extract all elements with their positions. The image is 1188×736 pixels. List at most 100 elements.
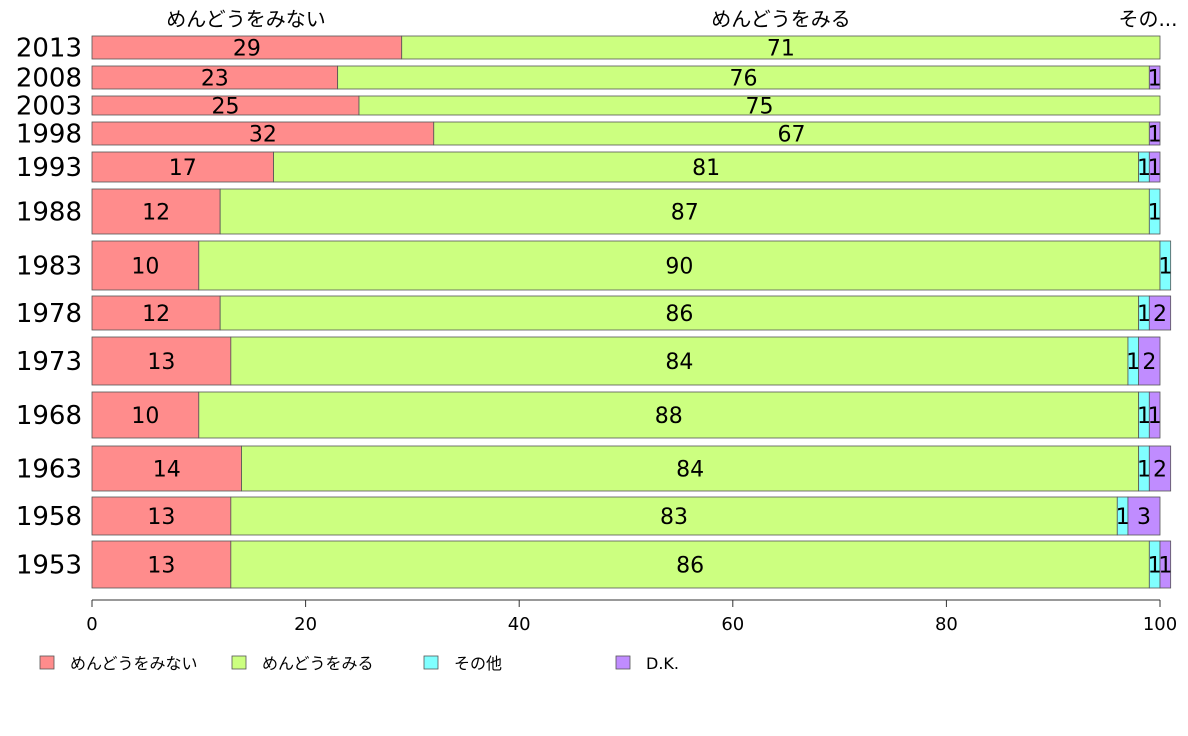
bar-segment: [198, 391, 1140, 439]
data-label: 1: [1137, 404, 1151, 429]
bar-row: 1953 13 86 11: [16, 540, 1172, 589]
data-label: 88: [655, 404, 683, 429]
data-label: 25: [212, 95, 240, 120]
bar-segment: [1148, 151, 1161, 183]
legend-label: めんどうをみない: [70, 654, 198, 673]
data-label: 3: [1137, 505, 1151, 530]
bar-row: 1963 14 84 1 2: [16, 445, 1172, 492]
bar-segment: [1127, 496, 1161, 536]
bar-segment: [1148, 391, 1161, 439]
x-tick-label: 20: [294, 614, 317, 635]
x-tick-label: 100: [1143, 614, 1177, 635]
data-label: 1: [1137, 302, 1151, 327]
bar-row: 1958 13 83 1 3: [16, 496, 1161, 536]
data-label: 81: [692, 156, 720, 181]
bar-segment: [219, 295, 1140, 331]
data-label: 1: [1148, 554, 1162, 579]
year-label: 1973: [16, 347, 82, 377]
bar-segment: [241, 445, 1140, 492]
bar-segment: [1148, 445, 1172, 492]
data-label: 71: [767, 37, 795, 62]
data-label: 1: [1158, 255, 1172, 280]
bar-segment: [273, 151, 1140, 183]
year-label: 2013: [16, 34, 82, 64]
data-label: 13: [147, 554, 175, 579]
year-label: 1983: [16, 252, 82, 282]
bar-segment: [91, 540, 232, 589]
year-label: 1958: [16, 502, 82, 532]
data-label: 17: [169, 156, 197, 181]
data-label: 2: [1153, 302, 1167, 327]
legend-swatch: [231, 655, 247, 670]
bar-row: 2008 23 76 1: [16, 64, 1162, 94]
bar-segment: [1148, 295, 1172, 331]
data-label: 13: [147, 350, 175, 375]
legend-item: その他: [423, 654, 502, 673]
data-label: 10: [131, 255, 159, 280]
data-label: 1: [1148, 404, 1162, 429]
bar-segment: [91, 336, 232, 386]
data-label: 12: [142, 302, 170, 327]
year-label: 2003: [16, 92, 82, 122]
data-label: 84: [676, 458, 704, 483]
data-label: 1: [1148, 201, 1162, 226]
data-label: 1: [1148, 123, 1162, 148]
data-label: 76: [729, 67, 757, 92]
bar-segment: [1148, 65, 1161, 90]
year-label: 1968: [16, 401, 82, 431]
bar-row: 1993 17 81 11: [16, 151, 1162, 183]
data-label: 1: [1148, 67, 1162, 92]
bar-segment: [1148, 121, 1161, 146]
data-label: 86: [676, 554, 704, 579]
bar-row: 1968 10 88 11: [16, 391, 1162, 439]
bar-segment: [91, 295, 221, 331]
bar-segment: [401, 35, 1161, 60]
legend-label: めんどうをみる: [262, 654, 374, 673]
bar-row: 2013 29 71: [16, 34, 1161, 64]
bar-row: 1983 10 90 1: [16, 240, 1172, 291]
data-label: 87: [671, 201, 699, 226]
bar-row: 1988 12 87 1: [16, 188, 1162, 235]
data-label: 1: [1148, 156, 1162, 181]
data-label: 67: [778, 123, 806, 148]
bar-row: 1978 12 86 1 2: [16, 295, 1172, 331]
bar-segment: [230, 336, 1129, 386]
legend-swatch: [39, 655, 55, 670]
data-label: 29: [233, 37, 261, 62]
legend-item: D.K.: [615, 654, 679, 673]
bar-segment: [91, 445, 242, 492]
column-header: めんどうをみない: [166, 7, 325, 31]
x-axis: 0 20 40 60 80 100: [86, 599, 1177, 635]
year-label: 2008: [16, 64, 82, 94]
year-label: 1953: [16, 551, 82, 581]
column-header: その...: [1118, 7, 1177, 31]
legend-item: めんどうをみる: [231, 654, 374, 673]
bar-row: 1973 13 84 1 2: [16, 336, 1161, 386]
x-tick-label: 80: [935, 614, 958, 635]
year-label: 1988: [16, 198, 82, 228]
legend-swatch: [615, 655, 631, 670]
data-label: 1: [1158, 554, 1172, 579]
bar-segment: [91, 240, 200, 291]
bar-segment: [1138, 336, 1161, 386]
bar-segment: [358, 95, 1161, 116]
year-label: 1963: [16, 455, 82, 485]
bar-segment: [91, 151, 274, 183]
data-label: 10: [131, 404, 159, 429]
bar-segment: [1148, 188, 1161, 235]
column-header: めんどうをみる: [711, 7, 850, 31]
data-label: 1: [1116, 505, 1130, 530]
legend-label: その他: [454, 654, 502, 673]
data-label: 1: [1137, 156, 1151, 181]
bar-row: 2003 25 75: [16, 92, 1161, 122]
data-label: 90: [665, 255, 693, 280]
x-tick-label: 0: [86, 614, 97, 635]
column-headers: めんどうをみない めんどうをみる その...: [166, 7, 1177, 31]
x-tick-label: 40: [508, 614, 531, 635]
bar-row: 1998 32 67 1: [16, 120, 1162, 150]
data-label: 12: [142, 201, 170, 226]
data-label: 32: [249, 123, 277, 148]
data-label: 23: [201, 67, 229, 92]
